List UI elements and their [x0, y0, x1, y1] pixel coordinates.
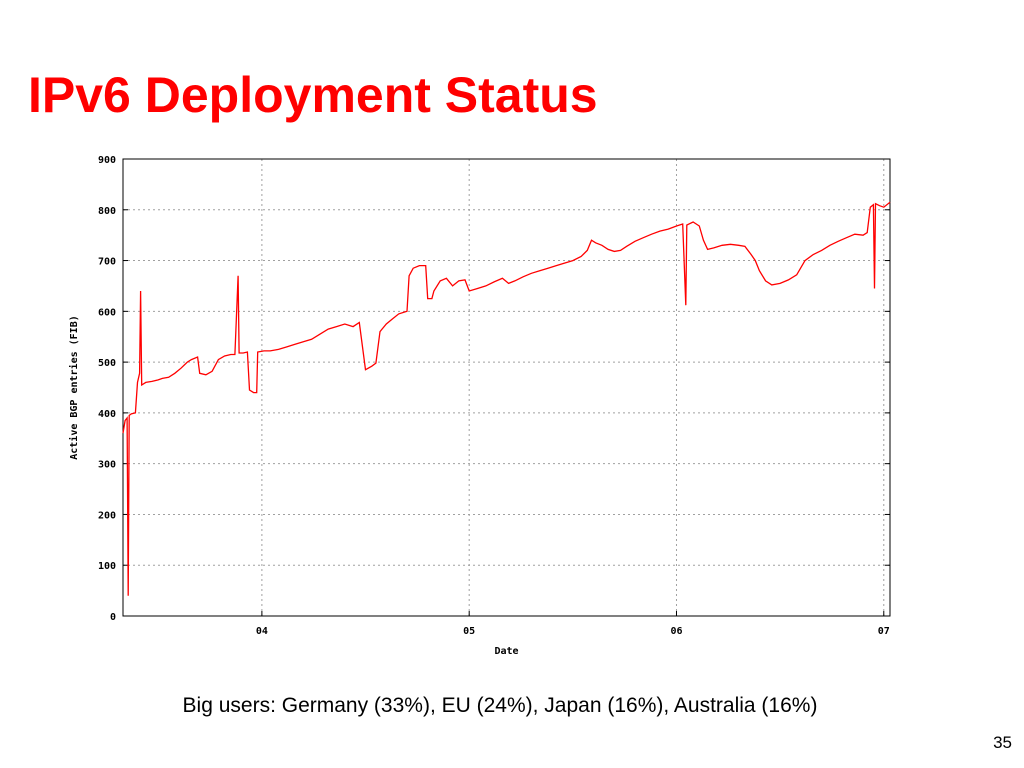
y-axis-title: Active BGP entries (FIB) [68, 315, 80, 460]
slide-caption: Big users: Germany (33%), EU (24%), Japa… [182, 694, 818, 717]
y-tick-label: 200 [98, 510, 116, 521]
x-tick-label: 05 [463, 626, 475, 637]
y-tick-label: 0 [110, 612, 116, 623]
y-tick-label: 600 [98, 307, 116, 318]
chart-gridlines [123, 159, 890, 616]
y-tick-label: 300 [98, 460, 116, 471]
y-tick-label: 900 [98, 155, 116, 166]
x-tick-label: 07 [878, 626, 890, 637]
series-line [122, 201, 891, 596]
y-tick-label: 800 [98, 206, 116, 217]
y-tick-label: 500 [98, 358, 116, 369]
y-tick-label: 400 [98, 409, 116, 420]
slide-title: IPv6 Deployment Status [28, 67, 598, 123]
page-number: 35 [993, 733, 1012, 752]
x-tick-label: 06 [670, 626, 682, 637]
x-axis-title: Date [494, 646, 518, 657]
plot-area-frame [122, 158, 891, 617]
y-tick-label: 100 [98, 561, 116, 572]
y-tick-label: 700 [98, 257, 116, 268]
x-tick-label: 04 [256, 626, 268, 637]
chart-tick-labels: 0 100 200 300 400 500 600 700 800 900 04 05 06 07 [98, 155, 890, 637]
